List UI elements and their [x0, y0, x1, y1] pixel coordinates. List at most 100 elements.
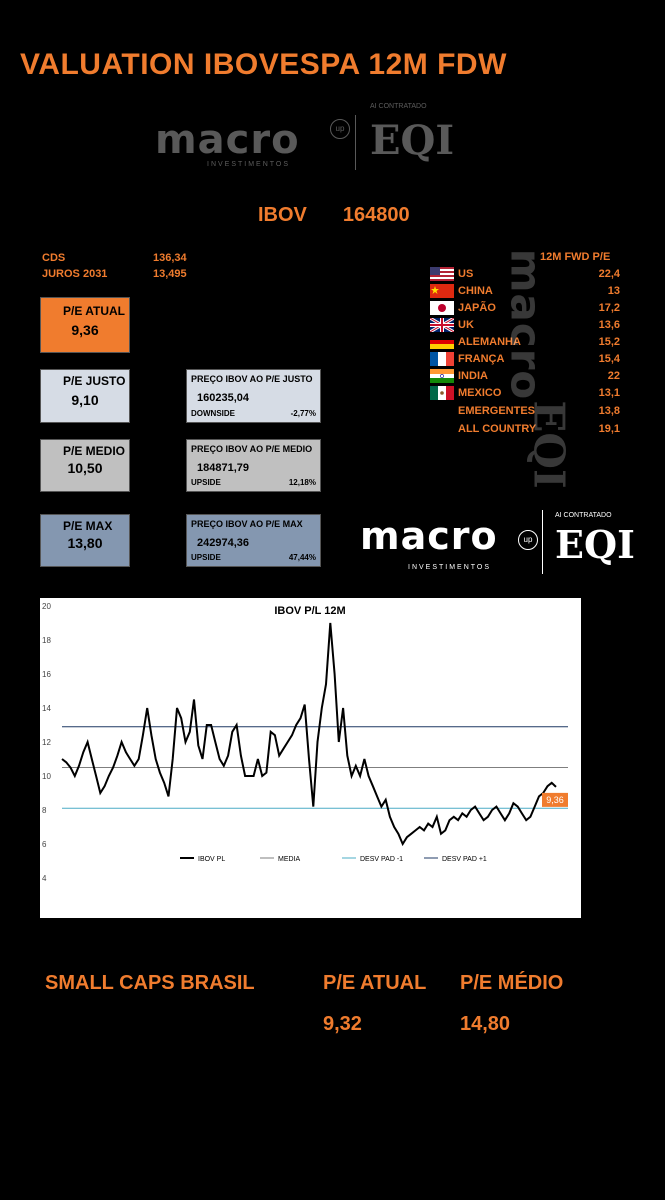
preco-justo-value: 160235,04: [197, 392, 249, 404]
upside-medio-value: 12,18%: [288, 478, 316, 487]
country-pe: 15,2: [598, 336, 620, 348]
juros-label: JUROS 2031: [42, 268, 108, 280]
us-flag-icon: [430, 267, 454, 281]
downside-value: -2,77%: [290, 409, 316, 418]
pe-medio-label: P/E MEDIO: [63, 444, 126, 458]
country-name: INDIA: [458, 370, 488, 382]
country-pe-table: US 22,4 CHINA 13 JAPÃO 17,2 UK 13,6 ALEM…: [430, 266, 620, 446]
preco-medio-label: PREÇO IBOV AO P/E MEDIO: [191, 444, 313, 454]
france-flag-icon: [430, 352, 454, 366]
ibov-pl-series-line: [61, 622, 557, 847]
preco-justo-box: PREÇO IBOV AO P/E JUSTO 160235,04 DOWNSI…: [186, 369, 321, 423]
country-pe: 15,4: [598, 353, 620, 365]
country-pe: 19,1: [598, 423, 620, 435]
pl-chart-svg: 4 6 8 10 12 14 16 18 20 IBOV P/L 12M 9,36 IBOV PL ME…: [42, 602, 568, 883]
macro-logo-text: macro: [155, 117, 300, 163]
y-tick-label: 8: [42, 806, 47, 815]
ai-contratado-label: AI CONTRATADO: [370, 103, 427, 110]
ibov-value: 164800: [342, 204, 410, 226]
pe-medio-box: P/E MEDIO 10,50: [40, 439, 130, 492]
ai-contratado-main: AI CONTRATADO: [555, 512, 612, 519]
last-value-label: 9,36: [546, 795, 564, 805]
upside-medio-label: UPSIDE: [191, 478, 221, 487]
germany-flag-icon: [430, 335, 454, 349]
small-caps-atual-value: 9,32: [323, 1013, 362, 1035]
india-flag-icon: [430, 369, 454, 383]
country-pe: 17,2: [598, 302, 620, 314]
country-name: UK: [458, 319, 474, 331]
country-pe: 13,8: [598, 405, 620, 417]
country-row: ALL COUNTRY 19,1: [430, 421, 620, 437]
small-caps-label: SMALL CAPS BRASIL: [45, 972, 255, 994]
watermark-logo: macro up AI CONTRATADO EQI INVESTIMENTOS: [155, 103, 465, 175]
country-name: EMERGENTES: [458, 405, 536, 417]
country-name: FRANÇA: [458, 353, 505, 365]
vertical-watermark: macro EQI: [501, 225, 575, 495]
up-badge-main: up: [518, 530, 538, 550]
y-tick-label: 10: [42, 772, 51, 781]
pe-max-label: P/E MAX: [63, 519, 113, 533]
eqi-logo-text: EQI: [370, 117, 455, 164]
china-flag-icon: [430, 284, 454, 298]
uk-flag-icon: [430, 318, 454, 332]
country-name: MEXICO: [458, 387, 502, 399]
y-tick-label: 16: [42, 670, 51, 679]
pe-max-box: P/E MAX 13,80: [40, 514, 130, 567]
vertical-eqi-text: EQI: [524, 400, 574, 489]
pe-justo-label: P/E JUSTO: [63, 374, 126, 388]
chart-title: IBOV P/L 12M: [274, 605, 345, 617]
preco-max-value: 242974,36: [197, 537, 249, 549]
country-row: US 22,4: [430, 266, 620, 282]
cds-label: CDS: [42, 252, 66, 264]
pe-atual-box: P/E ATUAL 9,36: [40, 297, 130, 353]
vertical-macro-text: macro: [501, 248, 551, 401]
country-name: ALEMANHA: [458, 336, 521, 348]
japan-flag-icon: [430, 301, 454, 315]
ibov-label: IBOV: [258, 204, 307, 226]
legend-label: MEDIA: [278, 856, 301, 863]
country-row: EMERGENTES 13,8: [430, 403, 620, 419]
legend-label: DESV PAD +1: [442, 856, 487, 863]
pe-atual-label: P/E ATUAL: [63, 304, 125, 318]
pe-justo-value: 9,10: [71, 392, 99, 408]
y-tick-label: 4: [42, 874, 47, 883]
up-badge: up: [330, 119, 350, 139]
country-row: CHINA 13: [430, 283, 620, 299]
country-row: FRANÇA 15,4: [430, 351, 620, 367]
country-row: JAPÃO 17,2: [430, 300, 620, 316]
small-caps-atual-label: P/E ATUAL: [323, 972, 427, 994]
upside-max-label: UPSIDE: [191, 553, 221, 562]
fwd-pe-header: 12M FWD P/E: [540, 251, 611, 263]
y-tick-label: 12: [42, 738, 51, 747]
preco-medio-value: 184871,79: [197, 462, 249, 474]
juros-value: 13,495: [153, 268, 187, 280]
pe-atual-value: 9,36: [71, 322, 99, 338]
pe-justo-box: P/E JUSTO 9,10: [40, 369, 130, 423]
preco-max-box: PREÇO IBOV AO P/E MAX 242974,36 UPSIDE 4…: [186, 514, 321, 567]
y-tick-label: 18: [42, 636, 51, 645]
last-value-badge: [542, 792, 568, 807]
page-title: VALUATION IBOVESPA 12M FDW: [20, 48, 507, 81]
country-name: CHINA: [458, 285, 493, 297]
y-tick-label: 20: [42, 602, 51, 611]
country-row: UK 13,6: [430, 317, 620, 333]
ibov-header: IBOV 164800: [258, 204, 446, 227]
country-row: INDIA 22: [430, 368, 620, 384]
small-caps-medio-value: 14,80: [460, 1013, 511, 1035]
pe-max-value: 13,80: [67, 535, 103, 551]
investimentos-main: INVESTIMENTOS: [408, 564, 492, 571]
brand-logo: macro up AI CONTRATADO EQI INVESTIMENTOS: [360, 510, 640, 580]
investimentos-label: INVESTIMENTOS: [207, 161, 291, 168]
country-name: ALL COUNTRY: [458, 423, 537, 435]
country-row: MEXICO 13,1: [430, 385, 620, 401]
cds-value: 136,34: [153, 252, 187, 264]
macro-logo-main: macro: [360, 514, 498, 558]
country-pe: 13: [607, 285, 620, 297]
country-name: JAPÃO: [458, 302, 496, 314]
country-name: US: [458, 268, 474, 280]
country-pe: 22: [607, 370, 620, 382]
country-pe: 13,1: [598, 387, 620, 399]
country-row: ALEMANHA 15,2: [430, 334, 620, 350]
country-pe: 22,4: [598, 268, 620, 280]
y-tick-label: 14: [42, 704, 51, 713]
